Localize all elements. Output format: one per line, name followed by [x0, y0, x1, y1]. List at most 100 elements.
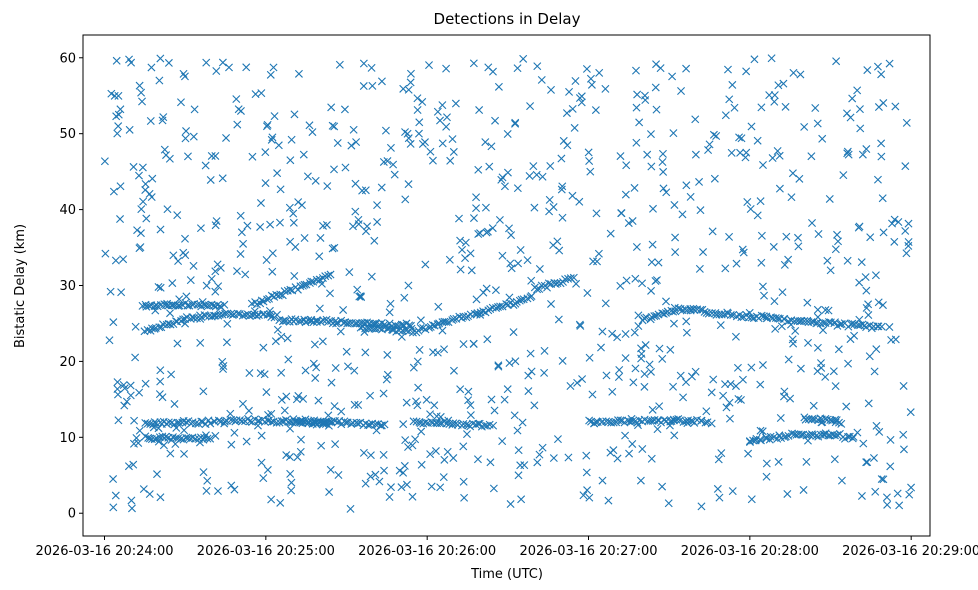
detection-point	[496, 302, 505, 311]
detection-point	[226, 310, 235, 319]
detection-point	[877, 70, 886, 79]
detection-point	[879, 99, 888, 108]
detection-point	[414, 383, 423, 392]
detection-point	[206, 175, 215, 184]
detection-point	[489, 484, 498, 493]
detection-point	[373, 217, 382, 226]
detection-point	[705, 140, 714, 149]
detection-point	[553, 237, 562, 246]
detection-point	[324, 317, 333, 326]
detection-point	[774, 457, 783, 466]
detection-point	[451, 99, 460, 108]
detection-point	[628, 439, 637, 448]
detection-point	[216, 263, 225, 272]
detection-point	[506, 259, 515, 268]
detection-point	[844, 359, 853, 368]
detection-point	[505, 224, 514, 233]
detection-point	[380, 420, 389, 429]
detection-point	[743, 198, 752, 206]
detection-point	[124, 462, 133, 471]
detection-point	[844, 150, 853, 159]
detection-point	[335, 60, 344, 69]
detection-point	[340, 105, 349, 114]
detection-point	[330, 243, 339, 252]
detection-point	[188, 313, 197, 322]
detection-point	[745, 438, 754, 447]
detection-point	[359, 59, 368, 68]
detection-point	[784, 355, 793, 364]
detection-point	[256, 199, 265, 208]
detection-point	[671, 248, 680, 257]
detection-point	[371, 470, 380, 479]
detection-point	[166, 449, 175, 458]
detection-point	[757, 103, 766, 112]
detection-point	[207, 151, 216, 160]
detection-point	[117, 288, 126, 297]
detection-point	[878, 301, 887, 310]
detection-point	[490, 406, 499, 415]
detection-point	[540, 368, 549, 377]
detection-point	[652, 105, 661, 114]
detection-point	[874, 298, 883, 307]
detection-point	[361, 227, 370, 236]
detection-point	[479, 288, 488, 297]
detection-point	[582, 468, 591, 477]
detection-point	[427, 482, 436, 491]
detection-point	[151, 306, 160, 315]
detection-point	[719, 391, 728, 400]
detection-point	[404, 443, 413, 451]
detection-point	[199, 387, 208, 396]
detection-point	[495, 215, 504, 224]
detection-point	[774, 81, 783, 90]
detection-point	[848, 319, 857, 328]
detection-point	[485, 162, 494, 171]
detection-point	[275, 218, 284, 227]
detection-point	[731, 332, 740, 341]
detection-point	[864, 300, 873, 309]
detection-point	[780, 260, 789, 269]
detection-point	[267, 495, 276, 504]
detection-point	[608, 329, 617, 338]
detection-point	[346, 504, 355, 513]
detection-point	[163, 205, 172, 214]
detection-point	[491, 286, 500, 295]
detection-point	[244, 406, 253, 415]
detection-point	[780, 315, 789, 324]
detection-point	[267, 135, 276, 144]
detection-point	[402, 398, 411, 407]
detection-point	[604, 496, 613, 505]
detection-point	[361, 186, 370, 195]
detection-point	[758, 361, 767, 370]
detection-point	[533, 458, 542, 467]
detection-point	[375, 477, 384, 486]
detection-point	[277, 368, 286, 377]
detection-point	[731, 382, 740, 391]
detection-point	[736, 148, 745, 157]
detection-point	[691, 115, 700, 124]
detection-point	[747, 495, 756, 504]
detection-point	[113, 129, 122, 138]
detection-point	[686, 306, 695, 315]
detection-point	[318, 337, 327, 346]
detection-point	[547, 299, 556, 308]
detection-point	[310, 416, 319, 425]
detection-point	[449, 147, 458, 156]
detection-point	[483, 421, 492, 430]
detection-point	[425, 61, 433, 70]
detection-point	[406, 139, 415, 148]
detection-point	[242, 63, 251, 72]
detection-point	[818, 134, 827, 143]
detection-point	[286, 156, 295, 165]
detection-point	[823, 256, 832, 265]
detection-point	[842, 402, 851, 411]
detection-point	[498, 173, 507, 182]
detection-point	[830, 431, 839, 440]
detection-point	[161, 432, 170, 441]
detection-point	[461, 254, 470, 263]
detection-point	[494, 82, 503, 91]
detection-point	[211, 151, 220, 160]
detection-point	[498, 437, 507, 446]
detection-point	[890, 215, 899, 224]
detection-point	[833, 431, 842, 440]
detection-point	[902, 249, 911, 258]
